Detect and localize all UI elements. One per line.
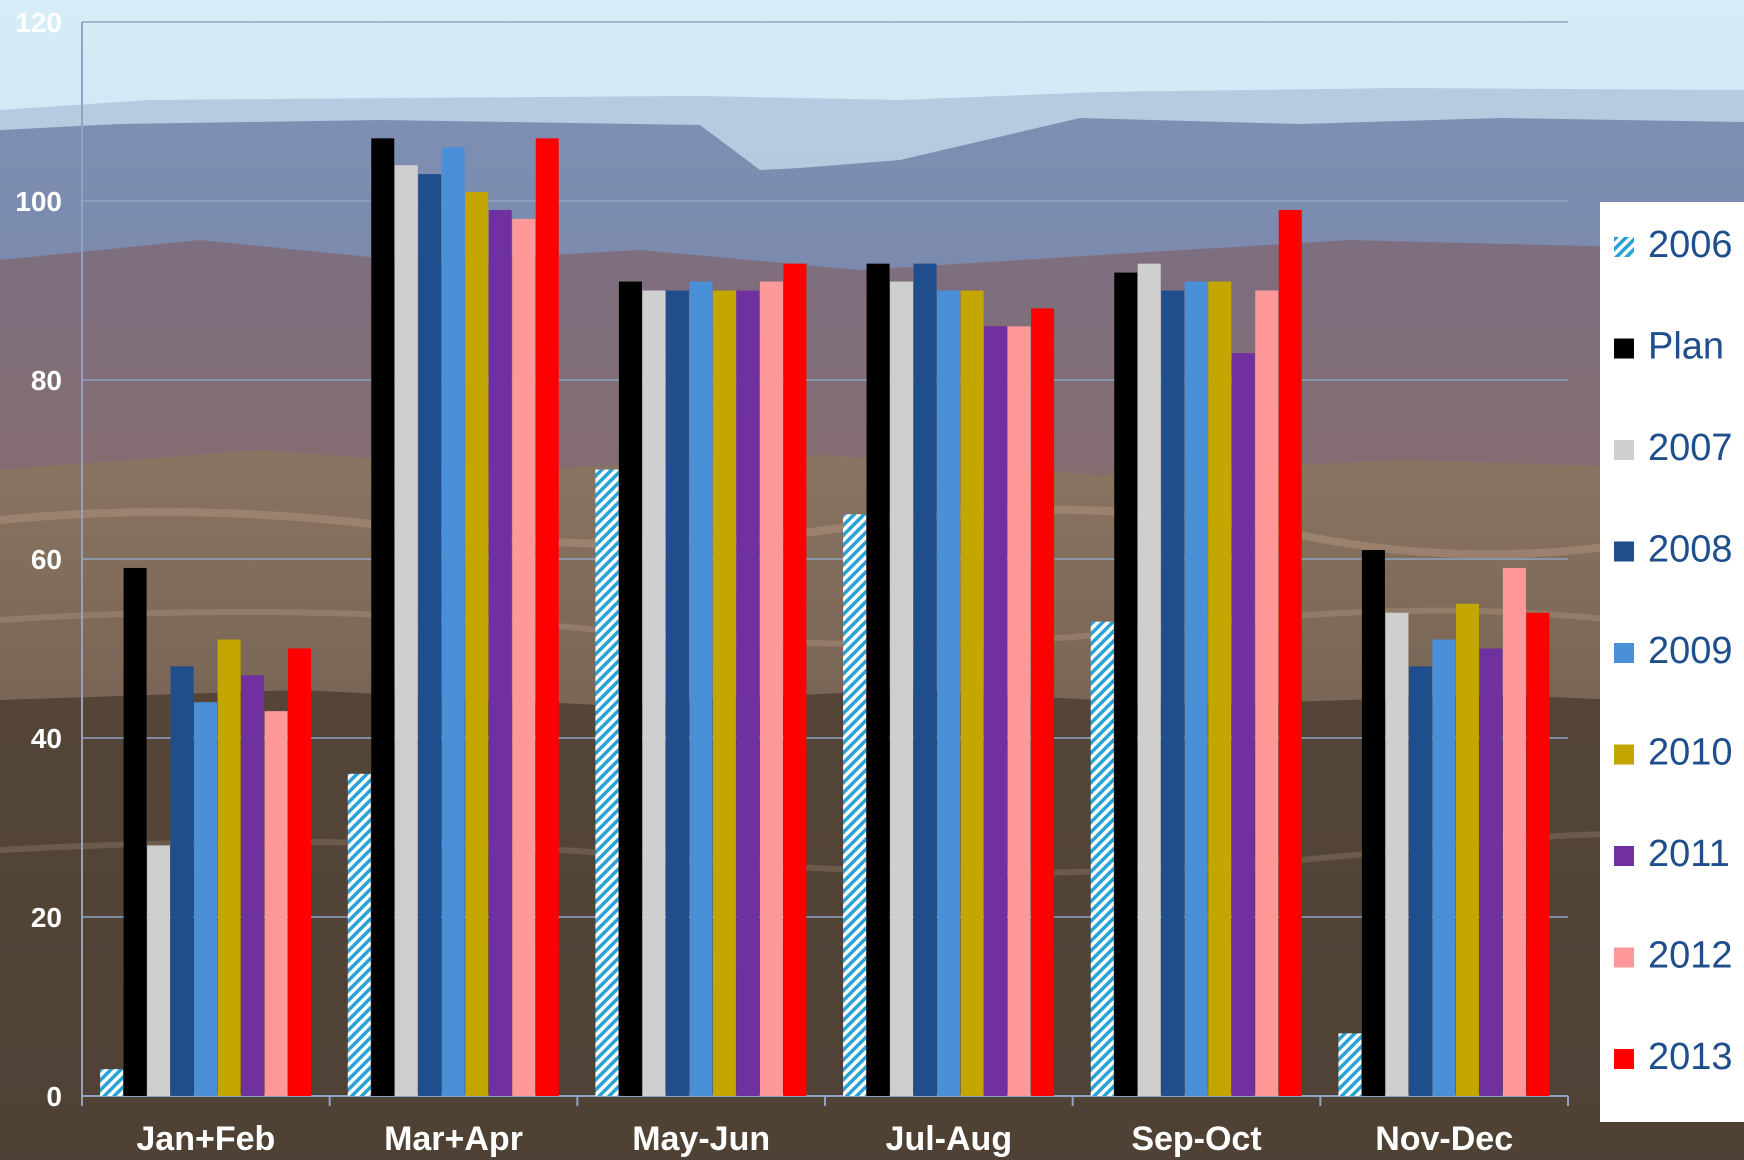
bar-2009-4	[1184, 281, 1208, 1096]
bar-2007-2	[642, 290, 666, 1096]
bar-2009-3	[937, 290, 961, 1096]
bar-2008-1	[418, 174, 442, 1096]
bar-2008-5	[1408, 666, 1432, 1096]
legend-swatch-2008	[1614, 541, 1634, 562]
bar-2013-0	[288, 648, 312, 1096]
bar-2012-1	[512, 218, 536, 1096]
x-axis-categories: Jan+Feb Mar+Apr May-Jun Jul-Aug Sep-Oct Nov-D…	[81, 1096, 1569, 1158]
legend-label: 2007	[1648, 427, 1733, 469]
legend-swatch-2009	[1614, 643, 1634, 663]
bar-2013-2	[783, 263, 807, 1096]
bar-2008-3	[913, 263, 937, 1096]
bar-2012-3	[1007, 326, 1031, 1096]
y-tick-label: 40	[31, 723, 62, 754]
bar-2008-4	[1161, 290, 1185, 1096]
bar-2013-4	[1278, 209, 1302, 1096]
legend-label: 2009	[1648, 630, 1733, 672]
bar-2006-3	[843, 514, 867, 1096]
bar-2007-4	[1137, 263, 1161, 1096]
bar-2007-0	[147, 845, 171, 1096]
x-category-label: May-Jun	[632, 1120, 770, 1158]
bar-2012-0	[264, 711, 288, 1096]
bar-2007-1	[394, 165, 418, 1096]
bar-2011-4	[1231, 353, 1255, 1096]
bar-2009-0	[194, 702, 218, 1096]
bar-2009-1	[441, 147, 465, 1097]
bar-2006-1	[347, 773, 371, 1096]
bar-2008-0	[170, 666, 194, 1096]
bar-2013-3	[1031, 308, 1055, 1096]
y-tick-label: 80	[31, 365, 62, 396]
y-tick-label: 60	[31, 544, 62, 575]
legend-label: Plan	[1648, 326, 1724, 368]
legend-label: 2006	[1648, 224, 1733, 266]
x-category-label: Jul-Aug	[886, 1120, 1013, 1158]
bar-2010-0	[217, 639, 241, 1096]
bar-plan-3	[866, 263, 890, 1096]
bar-2010-3	[960, 290, 984, 1096]
bar-plan-1	[371, 138, 395, 1097]
legend-label: 2010	[1648, 732, 1733, 774]
bar-2009-2	[689, 281, 713, 1096]
bars	[100, 138, 1550, 1097]
bar-2011-2	[736, 290, 760, 1096]
gridlines	[82, 21, 1568, 918]
bar-2008-2	[665, 290, 689, 1096]
bar-plan-2	[618, 281, 642, 1096]
x-category-label: Sep-Oct	[1131, 1120, 1261, 1158]
bar-2010-1	[465, 192, 489, 1097]
legend: 2006 Plan 2007 2008 2009 2010 2011 2012 2013	[1600, 202, 1744, 1122]
bar-plan-4	[1114, 272, 1138, 1097]
bar-plan-0	[123, 567, 147, 1096]
legend-label: 2008	[1648, 529, 1733, 571]
legend-swatch-2011	[1614, 846, 1634, 866]
legend-label: 2011	[1648, 833, 1730, 875]
legend-swatch-2010	[1614, 744, 1634, 765]
legend-swatch-2006	[1614, 237, 1634, 257]
y-tick-label: 0	[46, 1081, 62, 1112]
x-category-label: Jan+Feb	[136, 1120, 275, 1158]
bar-2009-5	[1432, 639, 1456, 1096]
legend-label: 2012	[1648, 935, 1733, 977]
bar-2011-0	[241, 675, 265, 1096]
y-tick-label: 120	[15, 7, 62, 38]
bar-2013-5	[1526, 612, 1550, 1096]
bar-2011-5	[1479, 648, 1503, 1096]
legend-swatch-plan	[1614, 338, 1634, 359]
y-tick-label: 100	[15, 186, 62, 217]
y-tick-label: 20	[31, 902, 62, 933]
bar-2011-3	[984, 326, 1008, 1096]
bar-2013-1	[535, 138, 559, 1097]
bar-2007-3	[890, 281, 914, 1096]
bar-2010-4	[1208, 281, 1232, 1096]
bar-2010-5	[1455, 603, 1479, 1096]
bar-2012-2	[759, 281, 783, 1096]
legend-swatch-2012	[1614, 947, 1634, 968]
bar-plan-5	[1361, 550, 1385, 1096]
bar-2006-0	[100, 1069, 124, 1096]
bar-2010-2	[712, 290, 736, 1096]
y-axis-ticks: 0 20 40 60 80 100 120	[15, 7, 62, 1112]
bar-2007-5	[1385, 612, 1409, 1096]
bar-2006-4	[1090, 621, 1114, 1096]
bar-2011-1	[488, 209, 512, 1096]
bar-2006-5	[1338, 1033, 1362, 1096]
legend-swatch-2007	[1614, 440, 1634, 460]
bar-2012-4	[1255, 290, 1279, 1096]
x-category-label: Mar+Apr	[384, 1120, 523, 1158]
legend-label: 2013	[1648, 1036, 1733, 1078]
bar-2006-2	[595, 469, 619, 1096]
x-category-label: Nov-Dec	[1375, 1120, 1513, 1158]
bar-2012-5	[1502, 567, 1526, 1096]
legend-swatch-2013	[1614, 1049, 1634, 1069]
